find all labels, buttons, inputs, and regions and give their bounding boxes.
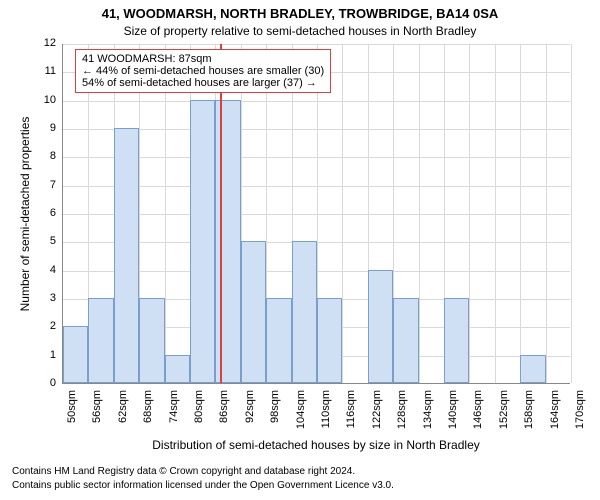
x-tick-label: 62sqm xyxy=(117,390,129,440)
x-tick-label: 128sqm xyxy=(396,390,408,440)
histogram-bar xyxy=(63,326,88,383)
histogram-bar xyxy=(520,355,545,383)
annotation-line: 54% of semi-detached houses are larger (… xyxy=(82,77,324,89)
gridline-vertical xyxy=(469,44,470,383)
gridline-vertical xyxy=(571,44,572,383)
histogram-bar xyxy=(292,241,317,383)
y-tick-label: 12 xyxy=(34,37,56,49)
y-tick-label: 10 xyxy=(34,94,56,106)
gridline-vertical xyxy=(546,44,547,383)
histogram-bar xyxy=(241,241,266,383)
y-tick-label: 6 xyxy=(34,207,56,219)
x-tick-label: 98sqm xyxy=(269,390,281,440)
x-tick-label: 122sqm xyxy=(371,390,383,440)
histogram-bar xyxy=(139,298,164,383)
gridline-vertical xyxy=(165,44,166,383)
x-tick-label: 56sqm xyxy=(91,390,103,440)
x-tick-label: 116sqm xyxy=(345,390,357,440)
x-tick-label: 158sqm xyxy=(523,390,535,440)
y-tick-label: 11 xyxy=(34,65,56,77)
gridline-vertical xyxy=(520,44,521,383)
x-tick-label: 104sqm xyxy=(295,390,307,440)
annotation-line: ← 44% of semi-detached houses are smalle… xyxy=(82,65,324,77)
plot-area: 41 WOODMARSH: 87sqm← 44% of semi-detache… xyxy=(62,44,570,384)
histogram-bar xyxy=(266,298,291,383)
annotation-line: 41 WOODMARSH: 87sqm xyxy=(82,53,324,65)
x-tick-label: 152sqm xyxy=(498,390,510,440)
annotation-box: 41 WOODMARSH: 87sqm← 44% of semi-detache… xyxy=(75,49,331,93)
y-tick-label: 2 xyxy=(34,320,56,332)
x-tick-label: 92sqm xyxy=(244,390,256,440)
x-tick-label: 68sqm xyxy=(142,390,154,440)
histogram-bar xyxy=(368,270,393,383)
gridline-vertical xyxy=(419,44,420,383)
x-tick-label: 134sqm xyxy=(422,390,434,440)
footer-line-1: Contains HM Land Registry data © Crown c… xyxy=(12,466,355,477)
x-tick-label: 110sqm xyxy=(320,390,332,440)
histogram-bar xyxy=(317,298,342,383)
gridline-vertical xyxy=(495,44,496,383)
histogram-bar xyxy=(165,355,190,383)
histogram-bar xyxy=(190,100,215,383)
histogram-bar xyxy=(114,128,139,383)
x-tick-label: 164sqm xyxy=(549,390,561,440)
x-tick-label: 74sqm xyxy=(168,390,180,440)
chart-title-line1: 41, WOODMARSH, NORTH BRADLEY, TROWBRIDGE… xyxy=(0,6,600,21)
y-tick-label: 9 xyxy=(34,122,56,134)
x-tick-label: 140sqm xyxy=(447,390,459,440)
y-tick-label: 8 xyxy=(34,150,56,162)
x-tick-label: 80sqm xyxy=(193,390,205,440)
y-tick-label: 0 xyxy=(34,377,56,389)
x-tick-label: 50sqm xyxy=(66,390,78,440)
histogram-bar xyxy=(88,298,113,383)
chart-title-line2: Size of property relative to semi-detach… xyxy=(0,24,600,38)
y-tick-label: 5 xyxy=(34,235,56,247)
y-tick-label: 4 xyxy=(34,264,56,276)
histogram-bar xyxy=(393,298,418,383)
footer-line-2: Contains public sector information licen… xyxy=(12,480,394,491)
marker-line xyxy=(220,44,222,383)
y-tick-label: 3 xyxy=(34,292,56,304)
x-tick-label: 86sqm xyxy=(218,390,230,440)
y-axis-label: Number of semi-detached properties xyxy=(18,44,32,384)
y-tick-label: 1 xyxy=(34,349,56,361)
gridline-vertical xyxy=(342,44,343,383)
x-axis-label: Distribution of semi-detached houses by … xyxy=(62,438,570,452)
x-tick-label: 146sqm xyxy=(472,390,484,440)
x-tick-label: 170sqm xyxy=(574,390,586,440)
y-tick-label: 7 xyxy=(34,179,56,191)
histogram-bar xyxy=(444,298,469,383)
